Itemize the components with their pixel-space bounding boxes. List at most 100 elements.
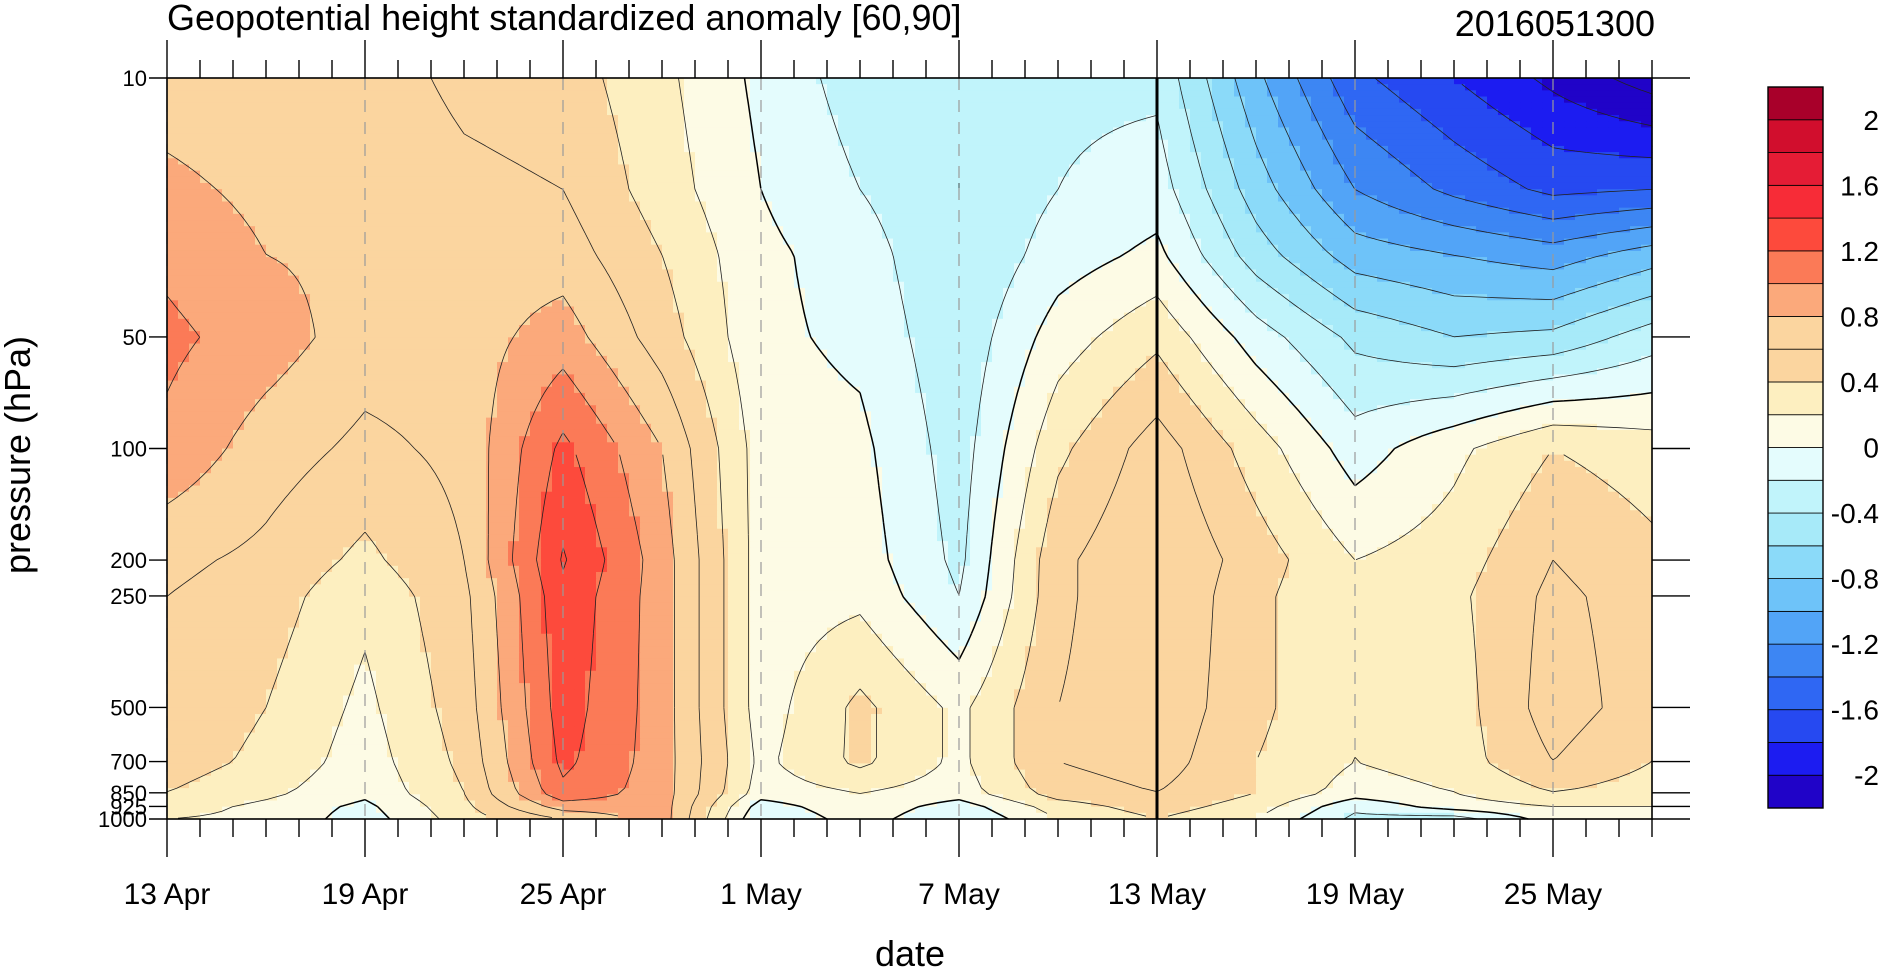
- contour-cell: [255, 294, 267, 301]
- contour-cell: [1113, 263, 1125, 271]
- contour-cell: [882, 232, 894, 240]
- contour-cell: [607, 78, 619, 85]
- contour-cell: [1586, 207, 1598, 215]
- contour-cell: [1498, 226, 1510, 233]
- contour-cell: [178, 226, 190, 233]
- contour-cell: [1531, 133, 1543, 141]
- contour-cell: [849, 287, 861, 295]
- contour-cell: [442, 263, 454, 271]
- contour-cell: [222, 164, 234, 172]
- contour-cell: [629, 133, 641, 141]
- contour-cell: [585, 115, 597, 122]
- contour-cell: [541, 145, 553, 153]
- contour-cell: [1608, 108, 1620, 116]
- contour-cell: [211, 263, 223, 271]
- contour-cell: [959, 182, 971, 190]
- contour-cell: [860, 164, 872, 172]
- contour-cell: [1267, 263, 1279, 271]
- contour-cell: [1102, 96, 1114, 104]
- contour-cell: [1047, 158, 1059, 166]
- contour-cell: [288, 281, 300, 289]
- contour-cell: [1487, 281, 1499, 289]
- contour-cell: [1542, 287, 1554, 295]
- contour-cell: [596, 220, 608, 227]
- contour-cell: [695, 287, 707, 295]
- contour-cell: [827, 102, 839, 110]
- contour-cell: [299, 269, 311, 277]
- contour-cell: [398, 269, 410, 277]
- contour-cell: [552, 164, 564, 172]
- contour-cell: [651, 244, 663, 252]
- contour-cell: [1201, 287, 1213, 295]
- contour-cell: [1223, 250, 1235, 258]
- contour-cell: [1586, 133, 1598, 141]
- contour-cell: [992, 213, 1004, 221]
- contour-cell: [486, 257, 498, 264]
- contour-cell: [332, 145, 344, 153]
- contour-cell: [937, 152, 949, 159]
- contour-cell: [1278, 220, 1290, 227]
- contour-cell: [1366, 170, 1378, 178]
- contour-cell: [1432, 96, 1444, 104]
- contour-cell: [1575, 90, 1587, 98]
- contour-cell: [1520, 158, 1532, 166]
- contour-cell: [1388, 158, 1400, 166]
- contour-cell: [1212, 207, 1224, 215]
- contour-cell: [783, 127, 795, 135]
- contour-cell: [915, 102, 927, 110]
- contour-cell: [288, 158, 300, 166]
- contour-cell: [1619, 90, 1631, 98]
- contour-cell: [1575, 152, 1587, 159]
- contour-cell: [629, 139, 641, 147]
- contour-cell: [1146, 121, 1158, 128]
- contour-cell: [1597, 115, 1609, 122]
- contour-cell: [464, 139, 476, 147]
- contour-cell: [1366, 133, 1378, 141]
- contour-cell: [629, 257, 641, 264]
- contour-cell: [662, 281, 674, 289]
- contour-cell: [618, 244, 630, 252]
- contour-cell: [1201, 139, 1213, 147]
- contour-cell: [959, 250, 971, 258]
- contour-cell: [1564, 102, 1576, 110]
- contour-cell: [310, 78, 322, 85]
- contour-cell: [475, 182, 487, 190]
- contour-cell: [1498, 170, 1510, 178]
- contour-cell: [222, 300, 234, 308]
- contour-cell: [893, 250, 905, 258]
- contour-cell: [959, 275, 971, 283]
- contour-cell: [574, 139, 586, 147]
- contour-cell: [992, 139, 1004, 147]
- contour-cell: [750, 176, 762, 184]
- contour-cell: [1223, 115, 1235, 122]
- contour-cell: [277, 281, 289, 289]
- contour-cell: [981, 145, 993, 153]
- contour-cell: [1586, 96, 1598, 104]
- contour-cell: [1520, 152, 1532, 159]
- contour-cell: [1410, 201, 1422, 209]
- contour-cell: [838, 281, 850, 289]
- contour-cell: [497, 78, 509, 85]
- contour-cell: [541, 269, 553, 277]
- contour-cell: [1223, 84, 1235, 91]
- contour-cell: [1168, 182, 1180, 190]
- contour-cell: [1190, 158, 1202, 166]
- contour-cell: [783, 152, 795, 159]
- contour-cell: [1608, 213, 1620, 221]
- contour-cell: [200, 201, 212, 209]
- contour-cell: [948, 250, 960, 258]
- contour-cell: [1036, 201, 1048, 209]
- contour-cell: [1267, 115, 1279, 122]
- contour-cell: [1256, 244, 1268, 252]
- contour-cell: [717, 84, 729, 91]
- contour-cell: [1179, 84, 1191, 91]
- contour-cell: [1333, 145, 1345, 153]
- contour-cell: [1553, 195, 1565, 203]
- contour-cell: [662, 207, 674, 215]
- contour-cell: [1058, 263, 1070, 271]
- contour-cell: [1322, 213, 1334, 221]
- contour-cell: [1113, 182, 1125, 190]
- contour-cell: [1300, 207, 1312, 215]
- contour-cell: [849, 127, 861, 135]
- contour-cell: [1333, 263, 1345, 271]
